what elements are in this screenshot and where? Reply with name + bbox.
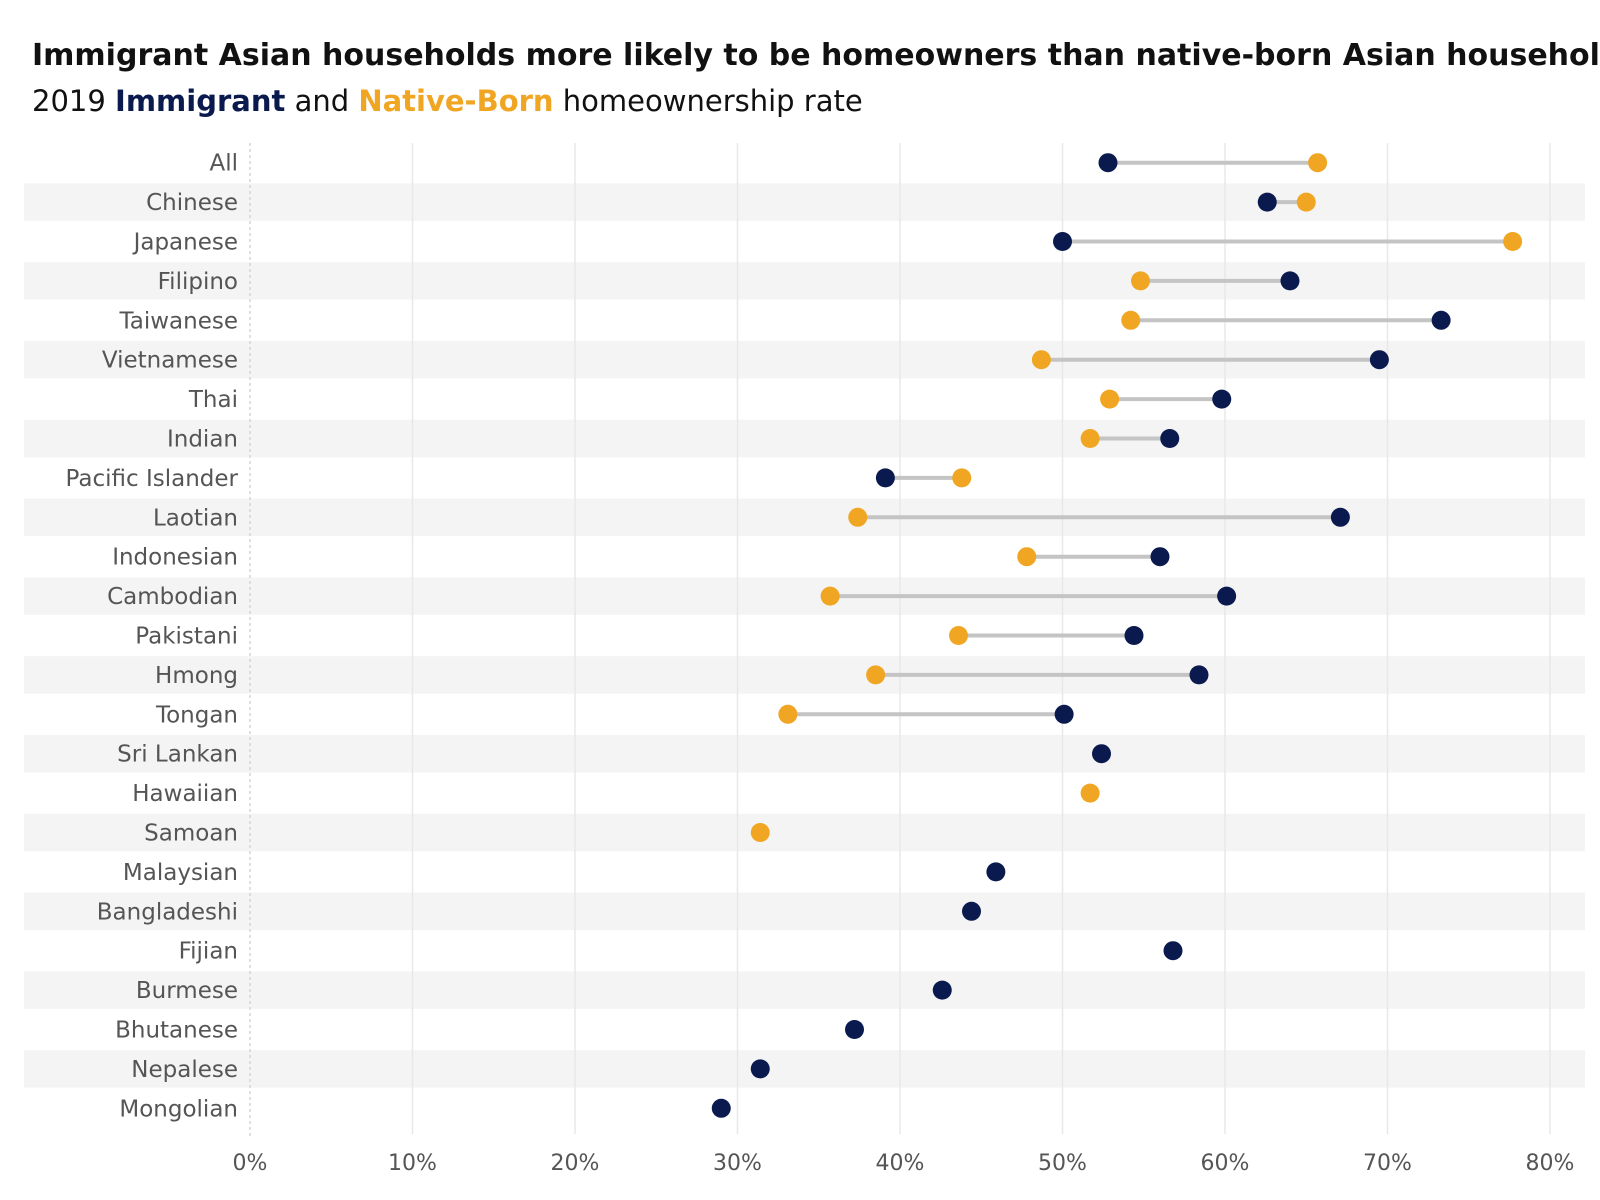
category-label: Bhutanese (115, 1018, 238, 1044)
native-born-point (866, 665, 886, 685)
category-label: Hmong (155, 663, 238, 689)
immigrant-point (711, 1098, 731, 1118)
x-tick-label: 20% (551, 1151, 600, 1176)
immigrant-point (986, 862, 1006, 882)
category-label: Nepalese (131, 1057, 238, 1083)
immigrant-point (1053, 232, 1072, 251)
native-born-point (1100, 389, 1120, 409)
category-label: Bangladeshi (97, 899, 238, 925)
chart-subtitle: 2019 Immigrant and Native-Born homeowner… (32, 84, 863, 118)
immigrant-point (1054, 704, 1074, 724)
immigrant-point (875, 468, 895, 488)
category-label: Samoan (144, 821, 238, 847)
row-band (24, 1050, 1585, 1088)
immigrant-point (962, 901, 981, 921)
native-born-point (1308, 153, 1328, 173)
x-tick-label: 0% (233, 1151, 268, 1176)
immigrant-point (1280, 271, 1300, 291)
row-band (24, 656, 1585, 694)
category-label: Malaysian (123, 860, 238, 886)
category-label: Japanese (132, 230, 238, 256)
category-label: Taiwanese (119, 308, 239, 334)
category-label: Sri Lankan (117, 742, 238, 768)
category-label: Mongolian (119, 1096, 238, 1122)
immigrant-point (932, 980, 952, 1000)
category-label: Vietnamese (102, 348, 238, 374)
category-label: Tongan (155, 702, 238, 728)
native-born-point (1031, 350, 1051, 370)
category-label: Burmese (136, 978, 238, 1004)
subtitle-suffix: homeownership rate (562, 84, 863, 118)
native-born-point (949, 626, 968, 645)
native-born-point (952, 468, 972, 488)
category-label: Fijian (179, 939, 238, 965)
row-band (24, 734, 1585, 773)
category-label: Laotian (153, 505, 238, 531)
row-band (24, 419, 1585, 458)
native-born-point (1131, 271, 1150, 291)
native-born-point (1296, 192, 1316, 212)
x-tick-label: 50% (1038, 1151, 1087, 1176)
subtitle-year: 2019 (32, 84, 106, 118)
row-band (24, 183, 1585, 221)
immigrant-point (1092, 744, 1111, 764)
category-label: Filipino (158, 269, 238, 295)
row-band (24, 577, 1585, 615)
immigrant-point (1330, 507, 1350, 527)
native-born-point (1080, 429, 1100, 448)
category-label: Indonesian (112, 545, 238, 571)
native-born-point (778, 704, 798, 724)
category-label: Pakistani (135, 624, 238, 650)
subtitle-native-label: Native-Born (358, 84, 554, 118)
x-tick-label: 40% (876, 1151, 925, 1176)
native-born-point (750, 823, 770, 842)
immigrant-point (1212, 389, 1232, 409)
native-born-point (820, 586, 840, 606)
immigrant-point (1163, 941, 1183, 961)
native-born-point (1121, 310, 1141, 330)
immigrant-point (1189, 665, 1209, 685)
immigrant-point (1369, 350, 1389, 370)
x-tick-label: 60% (1201, 1151, 1250, 1176)
immigrant-point (1431, 310, 1451, 330)
immigrant-point (845, 1020, 864, 1039)
category-label: All (209, 151, 238, 177)
subtitle-and: and (294, 84, 350, 118)
category-label: Indian (167, 427, 238, 453)
x-tick-label: 70% (1363, 1151, 1412, 1176)
row-band (24, 498, 1585, 537)
immigrant-point (1217, 586, 1237, 606)
immigrant-point (1160, 429, 1180, 448)
row-band (24, 971, 1585, 1009)
x-tick-label: 30% (713, 1151, 762, 1176)
category-label: Cambodian (107, 584, 238, 610)
chart-title: Immigrant Asian households more likely t… (32, 38, 1600, 73)
immigrant-point (750, 1059, 770, 1079)
row-band (24, 262, 1585, 300)
row-band (24, 892, 1585, 931)
native-born-point (1080, 783, 1100, 803)
native-born-point (848, 507, 868, 527)
native-born-point (1503, 232, 1523, 251)
immigrant-point (1150, 547, 1170, 567)
category-label: Thai (188, 387, 238, 413)
x-tick-label: 80% (1526, 1151, 1575, 1176)
category-label: Pacific Islander (66, 466, 239, 492)
subtitle-immigrant-label: Immigrant (115, 84, 286, 118)
immigrant-point (1124, 626, 1144, 645)
native-born-point (1017, 547, 1037, 567)
row-band (24, 813, 1585, 852)
category-label: Chinese (146, 190, 238, 216)
category-label: Hawaiian (132, 781, 238, 807)
x-tick-label: 10% (388, 1151, 437, 1176)
immigrant-point (1098, 153, 1118, 173)
immigrant-point (1257, 192, 1277, 212)
